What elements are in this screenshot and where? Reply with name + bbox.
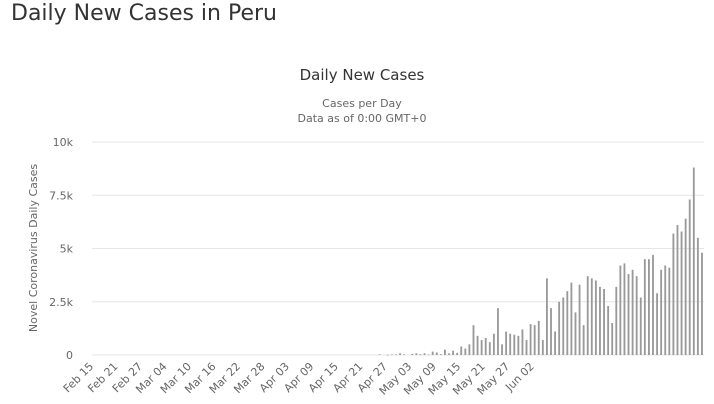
bar	[660, 269, 663, 355]
bar	[603, 288, 605, 355]
bar	[480, 340, 483, 355]
bar	[623, 263, 626, 355]
bar	[472, 325, 475, 355]
bar	[594, 280, 597, 355]
bar	[435, 352, 438, 355]
bar	[631, 269, 634, 355]
bar	[578, 284, 581, 355]
bar	[403, 354, 406, 355]
bar	[501, 344, 503, 355]
y-tick-label: 0	[66, 349, 73, 362]
bar	[399, 353, 401, 355]
bar	[558, 301, 561, 355]
bar	[492, 333, 495, 355]
bar	[639, 297, 642, 355]
bar	[701, 252, 703, 355]
bars	[378, 167, 703, 356]
bar	[664, 265, 667, 355]
bar	[688, 199, 691, 355]
bar	[615, 286, 618, 355]
bar	[537, 320, 540, 355]
bar	[648, 259, 650, 355]
bar	[390, 354, 393, 356]
bar	[672, 233, 675, 355]
bar	[411, 353, 414, 355]
bar	[521, 329, 524, 355]
bar	[444, 349, 446, 355]
bar	[427, 354, 430, 356]
bar	[550, 308, 552, 355]
bar	[509, 333, 512, 355]
bar	[599, 286, 601, 355]
y-tick-label: 2.5k	[49, 296, 73, 309]
bar	[395, 354, 397, 355]
bar	[652, 254, 654, 355]
bar	[570, 282, 573, 355]
bar	[468, 344, 471, 355]
bar	[517, 335, 520, 355]
y-tick-label: 7.5k	[49, 189, 73, 202]
y-tick-label: 10k	[53, 136, 74, 149]
bar	[423, 353, 426, 355]
bar	[378, 354, 381, 355]
bar	[611, 323, 614, 355]
bar	[484, 337, 487, 355]
bar	[525, 340, 528, 355]
page-title: Daily New Cases in Peru	[11, 1, 277, 26]
bar	[476, 335, 479, 355]
chart-subtitle-2: Data as of 0:00 GMT+0	[298, 112, 427, 125]
bar	[643, 259, 646, 355]
bar	[541, 340, 544, 355]
bar	[415, 353, 418, 355]
bar	[533, 325, 536, 355]
bar	[656, 293, 658, 355]
bar	[419, 354, 422, 355]
bar	[488, 342, 491, 355]
bar	[619, 265, 622, 355]
bar	[513, 334, 516, 355]
bar	[607, 306, 610, 355]
bar	[684, 218, 687, 355]
bar	[586, 276, 589, 355]
bar	[497, 308, 499, 355]
bar	[546, 278, 548, 355]
bar	[464, 348, 467, 355]
chart-subtitle-1: Cases per Day	[322, 97, 402, 110]
bar	[574, 312, 577, 355]
y-axis-ticks: 0 2.5k 5k 7.5k 10k	[49, 136, 73, 362]
bar	[386, 354, 389, 356]
bar	[505, 331, 508, 355]
y-tick-label: 5k	[60, 243, 74, 256]
bar	[582, 325, 585, 355]
bar	[529, 324, 532, 355]
bar	[590, 278, 593, 355]
bar	[680, 231, 683, 355]
bar	[431, 351, 434, 355]
bar	[696, 237, 699, 355]
bar	[456, 352, 459, 355]
bar	[448, 353, 450, 355]
bar	[562, 297, 565, 355]
bar	[460, 346, 463, 355]
chart-title: Daily New Cases	[300, 66, 425, 84]
bar	[635, 276, 638, 355]
bar	[668, 267, 671, 355]
bar	[627, 274, 630, 355]
bar	[692, 167, 695, 355]
y-axis-title: Novel Coronavirus Daily Cases	[27, 164, 40, 332]
bar	[554, 331, 556, 355]
grid-lines	[92, 141, 704, 356]
bar	[452, 350, 454, 355]
bar	[676, 225, 679, 355]
bar	[566, 291, 569, 355]
bar	[439, 354, 442, 355]
